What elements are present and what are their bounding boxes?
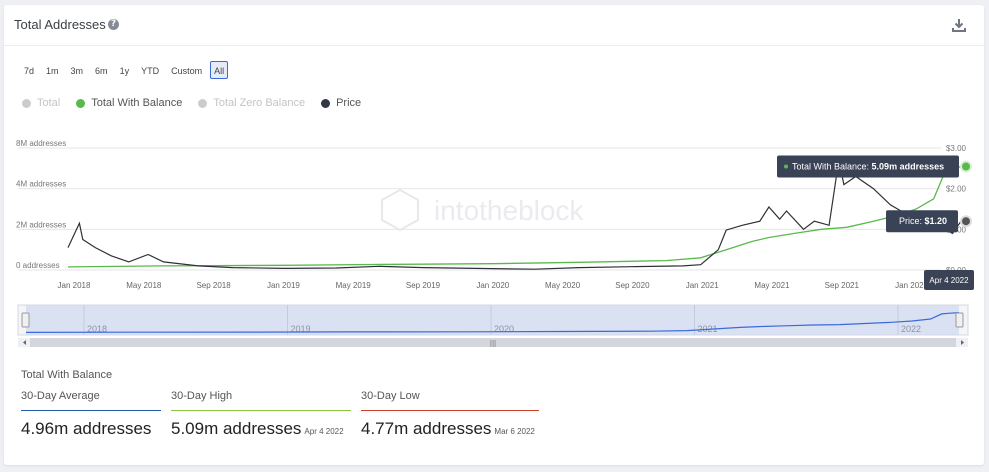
range-button-1m[interactable]: 1m bbox=[42, 61, 63, 79]
stat-30-day-low: 30-Day Low 4.77m addresses Mar 6 2022 bbox=[361, 390, 541, 439]
legend-label: Price bbox=[336, 97, 362, 109]
y-left-tick-label: 4M addresses bbox=[16, 180, 66, 189]
legend-dot bbox=[22, 98, 31, 108]
balance-tooltip-dot bbox=[784, 164, 788, 169]
watermark-logo bbox=[381, 188, 419, 232]
legend-item-total[interactable]: Total bbox=[22, 97, 60, 109]
stat-30-day-high: 30-Day High 5.09m addresses Apr 4 2022 bbox=[171, 390, 351, 439]
stat-label: 30-Day Low bbox=[361, 390, 420, 402]
navigator-year-label: 2020 bbox=[494, 324, 514, 334]
range-button-1y[interactable]: 1y bbox=[115, 61, 134, 79]
legend-label: Total With Balance bbox=[91, 97, 183, 109]
stat-value-text: 4.77m addresses bbox=[361, 419, 492, 438]
x-tick-label: May 2020 bbox=[545, 281, 581, 290]
download-icon[interactable] bbox=[951, 17, 967, 33]
navigator-year-label: 2018 bbox=[87, 324, 107, 334]
x-tick-label: May 2018 bbox=[126, 281, 162, 290]
range-button-custom[interactable]: Custom bbox=[167, 61, 207, 79]
navigator-year-label: 2019 bbox=[291, 324, 311, 334]
legend-label: Total bbox=[37, 97, 61, 109]
balance-tooltip-text: Total With Balance: 5.09m addresses bbox=[792, 162, 944, 172]
x-tick-label: Sep 2019 bbox=[406, 281, 441, 290]
stat-underline bbox=[21, 410, 161, 411]
balance-tooltip-box bbox=[777, 155, 959, 178]
scrollbar-thumb bbox=[30, 338, 956, 347]
stat-label: 30-Day Average bbox=[21, 390, 100, 402]
stat-value: 5.09m addresses Apr 4 2022 bbox=[171, 419, 351, 439]
stat-value: 4.96m addresses bbox=[21, 419, 161, 439]
scroll-left-arrow-icon bbox=[23, 340, 26, 345]
stat-label: 30-Day High bbox=[171, 390, 233, 402]
help-icon[interactable]: ? bbox=[108, 19, 119, 30]
x-tick-label: Sep 2021 bbox=[825, 281, 860, 290]
addresses-chart: 0 addresses 2M addresses 4M addresses 8M ad… bbox=[16, 139, 974, 347]
x-tick-label: Jan 2020 bbox=[476, 281, 509, 290]
chart-legend: Total Total With Balance Total Zero Balanc… bbox=[22, 97, 361, 109]
watermark: intotheblock bbox=[434, 195, 584, 226]
tooltip-prefix: Price: bbox=[899, 216, 925, 226]
y-right-tick-label: $3.00 bbox=[946, 144, 967, 153]
navigator-left-handle bbox=[21, 312, 30, 328]
x-tick-label: Jan 2021 bbox=[686, 281, 719, 290]
y-left-tick-label: 8M addresses bbox=[16, 139, 66, 148]
range-selector: 7d 1m 3m 6m 1y YTD Custom All bbox=[20, 61, 229, 79]
stat-date: Mar 6 2022 bbox=[494, 427, 535, 436]
series-line-price bbox=[67, 160, 962, 270]
range-button-3m[interactable]: 3m bbox=[66, 61, 88, 79]
x-tick-label: Jan 2019 bbox=[267, 281, 300, 290]
legend-dot bbox=[198, 98, 208, 108]
x-tick-label: Jan 2022 bbox=[895, 281, 928, 290]
range-button-7d[interactable]: 7d bbox=[20, 61, 39, 79]
navigator-right-handle bbox=[955, 312, 964, 328]
card-header: Total Addresses ? bbox=[4, 5, 984, 46]
legend-label: Total Zero Balance bbox=[213, 97, 306, 109]
navigator-year-label: 2022 bbox=[901, 324, 921, 334]
tooltip-value: 5.09m addresses bbox=[872, 162, 945, 172]
stat-underline bbox=[171, 410, 351, 411]
x-tick-label: May 2021 bbox=[754, 281, 790, 290]
legend-item-total-zero-balance[interactable]: Total Zero Balance bbox=[198, 97, 305, 109]
legend-dot bbox=[321, 98, 331, 108]
navigator-series-line bbox=[25, 312, 960, 333]
range-button-6m[interactable]: 6m bbox=[91, 61, 112, 79]
tooltip-prefix: Total With Balance: bbox=[792, 162, 872, 172]
price-tooltip-box bbox=[886, 210, 958, 233]
navigator-selection bbox=[26, 305, 959, 335]
x-tick-label: Sep 2018 bbox=[196, 281, 231, 290]
price-end-marker bbox=[960, 215, 972, 228]
tooltip-value: $1.20 bbox=[925, 216, 948, 226]
y-right-tick-label: $2.00 bbox=[946, 185, 967, 194]
legend-item-price[interactable]: Price bbox=[321, 97, 361, 109]
scroll-right-arrow-icon bbox=[961, 340, 964, 345]
range-button-all[interactable]: All bbox=[210, 61, 229, 79]
card-title: Total Addresses bbox=[14, 17, 106, 32]
total-addresses-card: Total Addresses ? 7d 1m 3m 6m 1y YTD Custom All… bbox=[4, 5, 984, 465]
legend-dot bbox=[76, 98, 86, 108]
date-tooltip-text: Apr 4 2022 bbox=[929, 276, 969, 285]
stat-value: 4.77m addresses Mar 6 2022 bbox=[361, 419, 541, 439]
x-tick-label: Jan 2018 bbox=[58, 281, 91, 290]
range-button-ytd[interactable]: YTD bbox=[137, 61, 164, 79]
x-tick-label: Sep 2020 bbox=[615, 281, 650, 290]
stats-title: Total With Balance bbox=[21, 369, 113, 381]
x-tick-label: May 2019 bbox=[336, 281, 372, 290]
stat-30-day-average: 30-Day Average 4.96m addresses bbox=[21, 390, 161, 439]
balance-end-marker bbox=[960, 160, 972, 173]
date-tooltip-box bbox=[924, 270, 974, 290]
price-tooltip-text: Price: $1.20 bbox=[899, 216, 947, 226]
legend-item-total-with-balance[interactable]: Total With Balance bbox=[76, 97, 182, 109]
series-line-total-with-balance bbox=[67, 165, 962, 268]
stat-underline bbox=[361, 410, 539, 411]
stat-value-text: 4.96m addresses bbox=[21, 419, 152, 438]
drag-handle-icon: ||| bbox=[490, 339, 496, 347]
stat-value-text: 5.09m addresses bbox=[171, 419, 302, 438]
y-left-tick-label: 2M addresses bbox=[16, 220, 66, 229]
stat-date: Apr 4 2022 bbox=[304, 427, 344, 436]
y-left-tick-label: 0 addresses bbox=[16, 261, 60, 270]
